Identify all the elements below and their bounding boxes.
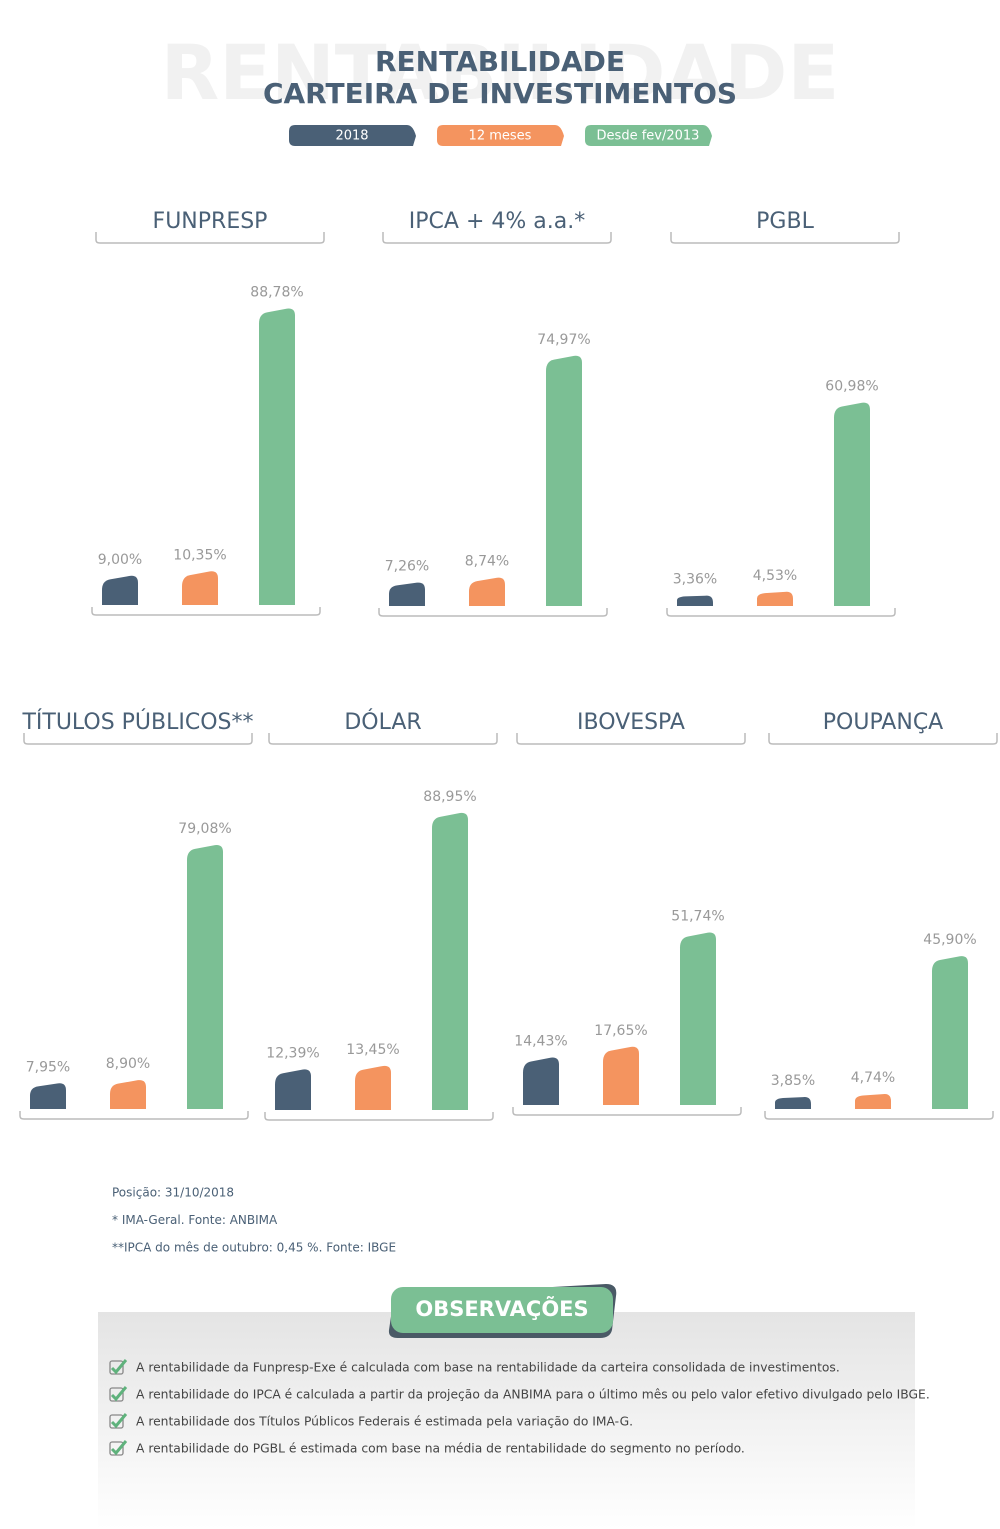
value-label: 10,35% — [173, 547, 226, 563]
title-underline — [768, 733, 998, 745]
value-label: 88,78% — [250, 285, 303, 301]
value-label: 3,36% — [673, 572, 717, 588]
check-mark — [110, 1359, 128, 1375]
bar — [110, 1080, 146, 1109]
baseline — [764, 1111, 994, 1120]
note: **IPCA do mês de outubro: 0,45 %. Fonte:… — [112, 1241, 396, 1255]
value-label: 8,90% — [106, 1056, 150, 1072]
chart: FUNPRESP 9,00% 10,35% 88,78% — [91, 209, 325, 616]
title-underline — [670, 232, 900, 244]
title-underline — [23, 733, 253, 745]
chart: IBOVESPA 14,43% 17,65% 51,74% — [512, 710, 746, 1116]
observations-title: OBSERVAÇÕES — [415, 1296, 588, 1321]
bar — [680, 932, 716, 1105]
value-label: 13,45% — [346, 1042, 399, 1058]
bar — [523, 1057, 559, 1105]
chart-title: IBOVESPA — [577, 710, 685, 735]
bar — [757, 591, 793, 606]
value-label: 88,95% — [423, 789, 476, 805]
chart-title: DÓLAR — [344, 709, 421, 735]
note: Posição: 31/10/2018 — [112, 1186, 234, 1200]
legend-label: 12 meses — [469, 129, 532, 144]
bar — [259, 308, 295, 605]
bar — [389, 582, 425, 606]
observations-panel — [98, 1312, 915, 1529]
value-label: 74,97% — [537, 332, 590, 348]
chart: POUPANÇA 3,85% 4,74% 45,90% — [764, 710, 998, 1120]
baseline — [378, 608, 608, 617]
chart: DÓLAR 12,39% 13,45% 88,95% — [264, 709, 498, 1121]
title-underline — [382, 232, 612, 244]
baseline — [91, 607, 321, 616]
bar — [775, 1096, 811, 1109]
bar — [355, 1065, 391, 1110]
title-underline — [268, 733, 498, 745]
legend-label: Desde fev/2013 — [597, 129, 700, 144]
chart-title: POUPANÇA — [823, 710, 943, 735]
chart: IPCA + 4% a.a.* 7,26% 8,74% 74,97% — [378, 209, 612, 617]
watermark: RENTABILIDADE — [161, 28, 840, 117]
bar — [182, 571, 218, 605]
legend-swatch — [437, 125, 564, 146]
baseline — [512, 1107, 742, 1116]
value-label: 9,00% — [98, 552, 142, 568]
legend-swatch — [289, 125, 416, 146]
value-label: 60,98% — [825, 379, 878, 395]
value-label: 4,53% — [753, 568, 797, 584]
value-label: 51,74% — [671, 909, 724, 925]
check-mark — [110, 1386, 128, 1402]
note: * IMA-Geral. Fonte: ANBIMA — [112, 1213, 278, 1227]
value-label: 17,65% — [594, 1023, 647, 1039]
observation: A rentabilidade dos Títulos Públicos Fed… — [136, 1415, 633, 1429]
chart: PGBL 3,36% 4,53% 60,98% — [666, 209, 900, 617]
check-mark — [110, 1413, 128, 1429]
chart-title: TÍTULOS PÚBLICOS** — [21, 709, 253, 735]
value-label: 7,26% — [385, 559, 429, 575]
bar — [603, 1046, 639, 1105]
value-label: 8,74% — [465, 554, 509, 570]
bar — [932, 956, 968, 1109]
chart-title: IPCA + 4% a.a.* — [409, 209, 585, 234]
check-mark — [110, 1440, 128, 1456]
value-label: 3,85% — [771, 1073, 815, 1089]
title-line: CARTEIRA DE INVESTIMENTOS — [263, 77, 737, 110]
title-line: RENTABILIDADE — [375, 45, 625, 78]
check-box — [109, 1387, 124, 1402]
value-label: 12,39% — [266, 1045, 319, 1061]
value-label: 7,95% — [26, 1059, 70, 1075]
chart: TÍTULOS PÚBLICOS** 7,95% 8,90% 79,08% — [19, 709, 254, 1120]
value-label: 45,90% — [923, 932, 976, 948]
observation: A rentabilidade do IPCA é calculada a pa… — [136, 1388, 930, 1402]
legend-label: 2018 — [335, 129, 368, 144]
value-label: 79,08% — [178, 821, 231, 837]
value-label: 4,74% — [851, 1070, 895, 1086]
bar — [187, 844, 223, 1109]
title-underline — [95, 232, 325, 244]
check-box — [109, 1441, 124, 1456]
check-box — [109, 1360, 124, 1375]
observation: A rentabilidade da Funpresp-Exe é calcul… — [136, 1361, 840, 1375]
bar — [432, 812, 468, 1110]
legend-swatch — [585, 125, 712, 146]
check-box — [109, 1414, 124, 1429]
baseline — [264, 1112, 494, 1121]
title-underline — [516, 733, 746, 745]
bar — [275, 1069, 311, 1110]
badge — [391, 1287, 613, 1333]
baseline — [19, 1111, 249, 1120]
baseline — [666, 608, 896, 617]
bar — [855, 1094, 891, 1109]
value-label: 14,43% — [514, 1034, 567, 1050]
observation: A rentabilidade do PGBL é estimada com b… — [136, 1442, 745, 1456]
bar — [102, 575, 138, 605]
bar — [677, 595, 713, 606]
bar — [834, 402, 870, 606]
bar — [30, 1083, 66, 1109]
bar — [469, 577, 505, 606]
chart-title: PGBL — [756, 209, 814, 234]
chart-title: FUNPRESP — [153, 209, 268, 234]
bar — [546, 355, 582, 606]
